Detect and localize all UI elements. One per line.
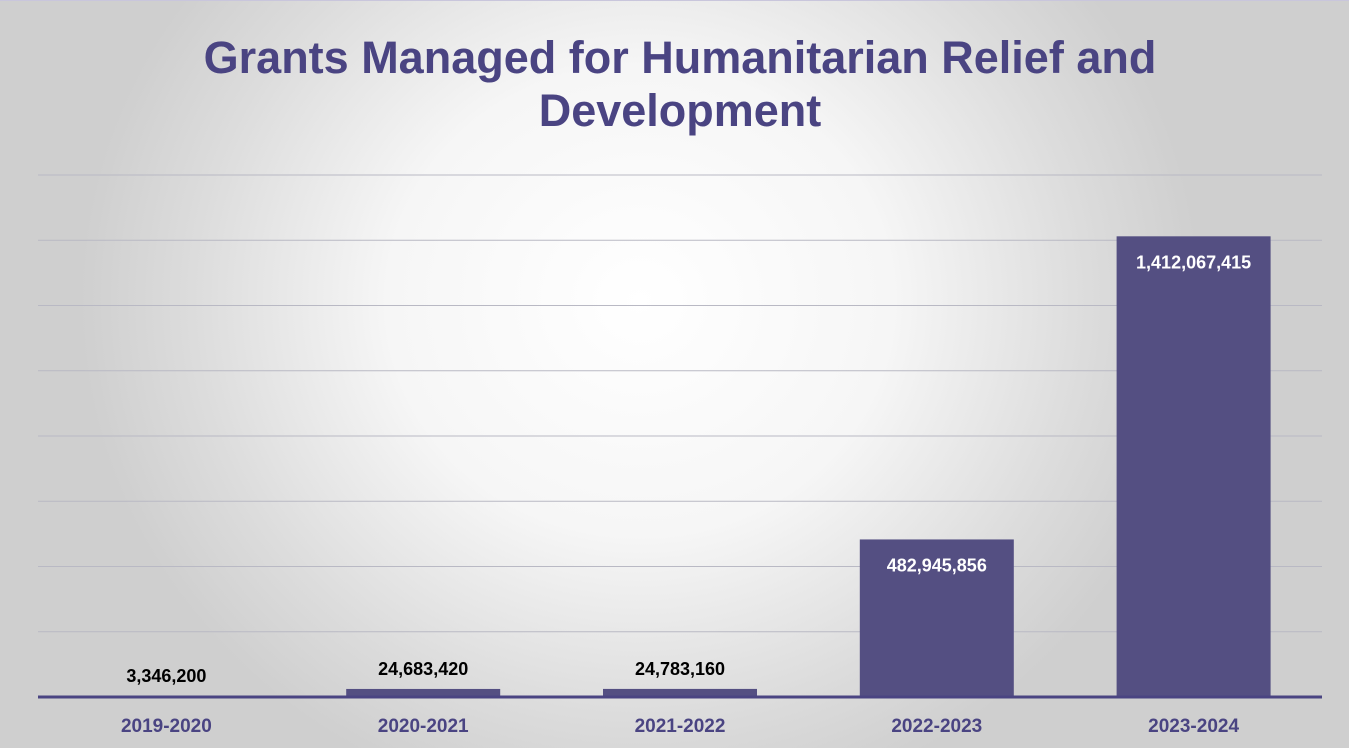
data-label: 24,783,160 <box>635 659 725 679</box>
data-label: 482,945,856 <box>887 555 987 575</box>
x-axis: 2019-2020 2020-2021 2021-2022 2022-2023 2023… <box>38 695 1322 737</box>
category-label: 2023-2024 <box>1148 716 1239 737</box>
category-label: 2020-2021 <box>378 716 469 737</box>
data-labels: 3,346,200 24,683,420 24,783,160 482,945,856… <box>126 252 1251 686</box>
bar <box>603 688 757 697</box>
chart-title: Grants Managed for Humanitarian Relief a… <box>203 32 1157 136</box>
category-label: 2022-2023 <box>891 716 982 737</box>
data-label: 1,412,067,415 <box>1136 252 1251 272</box>
data-label: 24,683,420 <box>378 659 468 679</box>
category-label: 2021-2022 <box>635 716 726 737</box>
bar <box>1116 236 1271 698</box>
gridlines <box>38 174 1322 633</box>
bar-series <box>89 236 1271 698</box>
category-label: 2019-2020 <box>121 716 212 737</box>
data-label: 3,346,200 <box>126 666 206 686</box>
bar <box>346 688 501 697</box>
bar <box>859 539 1014 697</box>
